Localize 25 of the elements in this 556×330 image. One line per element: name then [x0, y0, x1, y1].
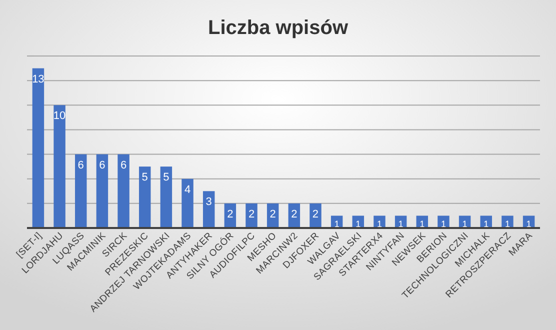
- data-label: 13: [32, 73, 44, 86]
- data-label: 1: [504, 219, 510, 229]
- data-label: 1: [398, 219, 404, 229]
- data-label: 1: [484, 219, 489, 229]
- data-label: 1: [356, 219, 361, 229]
- data-label: 1: [334, 219, 340, 229]
- data-label: 2: [227, 208, 234, 220]
- data-label: 2: [270, 208, 276, 220]
- data-label: 6: [99, 159, 106, 172]
- data-label: 2: [248, 208, 255, 220]
- data-label: 2: [291, 208, 298, 220]
- data-label: 1: [376, 219, 382, 229]
- data-label: 6: [78, 159, 84, 172]
- data-label: 3: [206, 196, 212, 208]
- data-label: 5: [142, 172, 148, 184]
- data-label: 1: [462, 219, 468, 229]
- data-label: 4: [184, 184, 191, 196]
- data-label: 1: [526, 219, 532, 229]
- data-label: 2: [312, 208, 319, 220]
- data-label: 1: [440, 219, 446, 229]
- data-label: 1: [420, 219, 425, 229]
- data-label: 10: [53, 110, 66, 122]
- data-label: 6: [120, 159, 127, 172]
- data-label: 5: [163, 172, 170, 184]
- chart-title: Liczba wpisów: [208, 17, 348, 39]
